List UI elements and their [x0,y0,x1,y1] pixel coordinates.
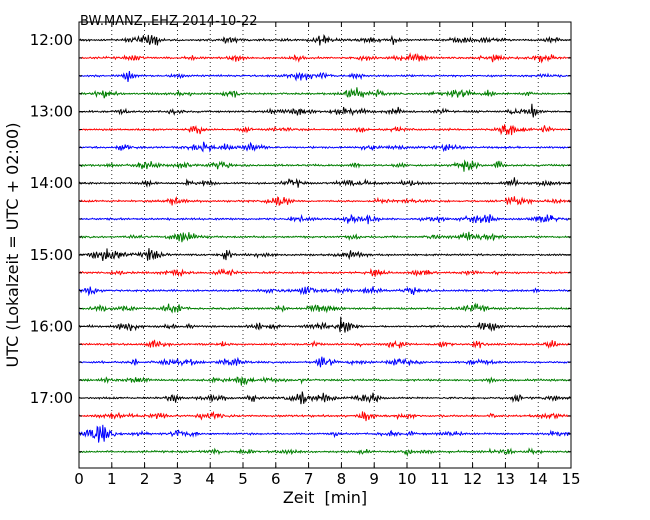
trace-1530 [78,286,571,297]
x-axis: 0 1 2 3 4 5 6 7 8 9 10 11 12 13 14 15 [74,22,581,488]
trace-1730 [78,424,571,443]
x-tick-label: 7 [304,470,314,488]
y-axis: 12:00 13:00 14:00 15:00 16:00 17:00 [30,31,571,407]
trace-1515 [78,267,571,278]
trace-1245 [78,87,571,99]
x-tick-label: 13 [496,470,515,488]
x-tick-label: 1 [107,470,117,488]
trace-1315 [78,124,571,136]
trace-1745 [78,447,571,457]
trace-1615 [78,339,571,349]
x-tick-label: 15 [561,470,580,488]
y-tick-label: 14:00 [30,174,73,192]
x-tick-label: 2 [140,470,150,488]
x-axis-label: Zeit [min] [283,488,367,507]
trace-1200 [78,34,571,46]
x-tick-label: 14 [529,470,548,488]
trace-1445 [78,231,571,243]
trace-1230 [78,70,571,82]
x-tick-label: 0 [74,470,84,488]
x-tick-label: 8 [337,470,347,488]
trace-1645 [78,375,571,386]
x-tick-label: 6 [271,470,281,488]
trace-1430 [78,213,571,225]
trace-1330 [78,141,571,153]
trace-1600 [78,316,571,333]
trace-1630 [78,356,571,368]
x-tick-label: 3 [173,470,183,488]
x-tick-label: 9 [369,470,379,488]
y-axis-label: UTC (Lokalzeit = UTC + 02:00) [3,123,22,368]
trace-1715 [78,410,571,422]
trace-1345 [78,159,571,172]
seismogram-traces [78,34,571,457]
trace-1400 [78,177,571,188]
trace-1415 [78,195,571,207]
x-tick-label: 12 [463,470,482,488]
x-tick-label: 4 [205,470,215,488]
trace-1500 [78,248,571,262]
trace-1545 [78,302,571,314]
y-tick-label: 15:00 [30,246,73,264]
y-tick-label: 12:00 [30,31,73,49]
plot-frame [78,21,572,469]
trace-1300 [78,103,571,118]
y-tick-label: 17:00 [30,389,73,407]
x-tick-label: 5 [238,470,248,488]
trace-1700 [78,391,571,405]
y-tick-label: 16:00 [30,317,73,335]
x-tick-label: 10 [397,470,416,488]
x-tick-label: 11 [430,470,449,488]
trace-1215 [78,52,571,64]
y-tick-label: 13:00 [30,103,73,121]
